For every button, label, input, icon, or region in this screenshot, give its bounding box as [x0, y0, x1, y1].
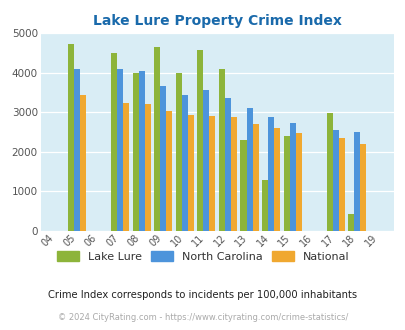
Bar: [154, 47, 160, 231]
Bar: [295, 133, 301, 231]
Bar: [74, 69, 80, 231]
Bar: [197, 50, 203, 231]
Bar: [283, 136, 289, 231]
Bar: [273, 128, 279, 231]
Legend: Lake Lure, North Carolina, National: Lake Lure, North Carolina, National: [52, 247, 353, 267]
Bar: [353, 132, 359, 231]
Bar: [338, 138, 344, 231]
Bar: [326, 113, 332, 231]
Bar: [160, 86, 166, 231]
Bar: [80, 95, 86, 231]
Bar: [117, 69, 123, 231]
Bar: [139, 71, 145, 231]
Bar: [230, 117, 237, 231]
Bar: [203, 90, 209, 231]
Bar: [166, 111, 172, 231]
Text: © 2024 CityRating.com - https://www.cityrating.com/crime-statistics/: © 2024 CityRating.com - https://www.city…: [58, 313, 347, 322]
Bar: [246, 108, 252, 231]
Bar: [132, 73, 139, 231]
Bar: [347, 214, 353, 231]
Title: Lake Lure Property Crime Index: Lake Lure Property Crime Index: [93, 14, 341, 28]
Bar: [188, 115, 194, 231]
Bar: [289, 123, 295, 231]
Bar: [267, 117, 273, 231]
Bar: [123, 103, 129, 231]
Bar: [111, 53, 117, 231]
Bar: [209, 116, 215, 231]
Bar: [332, 130, 338, 231]
Bar: [175, 73, 181, 231]
Bar: [240, 140, 246, 231]
Bar: [359, 144, 365, 231]
Bar: [252, 124, 258, 231]
Bar: [224, 98, 230, 231]
Bar: [261, 180, 267, 231]
Bar: [145, 104, 151, 231]
Bar: [68, 44, 74, 231]
Bar: [218, 69, 224, 231]
Text: Crime Index corresponds to incidents per 100,000 inhabitants: Crime Index corresponds to incidents per…: [48, 290, 357, 300]
Bar: [181, 95, 188, 231]
